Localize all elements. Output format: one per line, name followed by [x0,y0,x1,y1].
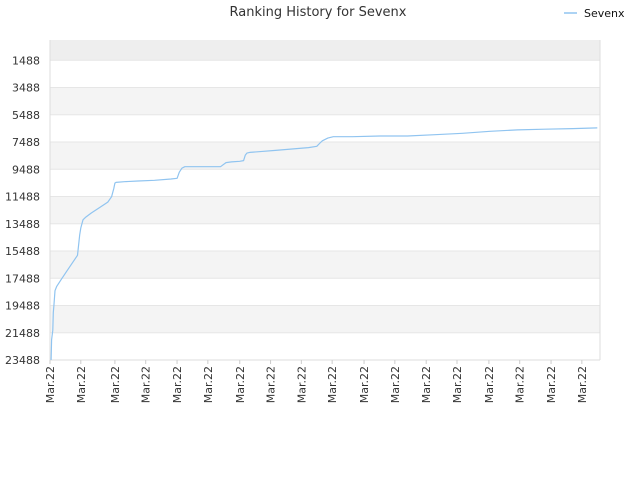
plot-band-7 [50,223,600,252]
plot-band-2 [50,87,600,115]
x-tick-label-1: Mar.22 [75,366,88,403]
y-tick-label-11: 23488 [5,354,40,367]
x-tick-label-3: Mar.22 [140,366,153,403]
x-tick-label-10: Mar.22 [358,366,371,403]
plot-band-0 [50,40,600,61]
chart-title: Ranking History for Sevenx [230,5,407,20]
y-tick-label-2: 5488 [12,109,40,122]
x-tick-label-0: Mar.22 [44,366,57,403]
x-tick-label-8: Mar.22 [295,366,308,403]
plot-band-9 [50,278,600,306]
x-tick-label-7: Mar.22 [265,366,278,403]
x-tick-label-2: Mar.22 [109,366,122,403]
y-tick-label-0: 1488 [12,54,40,67]
y-tick-label-6: 13488 [5,218,40,231]
x-tick-label-13: Mar.22 [451,366,464,403]
axes [49,40,601,361]
plot-band-1 [50,60,600,88]
plot-band-8 [50,251,600,279]
x-tick-label-4: Mar.22 [171,366,184,403]
series-line-0 [50,127,598,361]
plot-band-4 [50,142,600,170]
y-tick-label-7: 15488 [5,245,40,258]
x-tick-label-12: Mar.22 [420,366,433,403]
plot-band-5 [50,169,600,197]
y-tick-label-9: 19488 [5,300,40,313]
y-tick-label-3: 7488 [12,136,40,149]
series-layer [50,127,598,361]
x-tick-label-5: Mar.22 [202,366,215,403]
x-tick-label-6: Mar.22 [234,366,247,403]
x-tick-label-17: Mar.22 [576,366,589,403]
legend-label-sevenx: Sevenx [584,7,625,20]
x-tick-label-11: Mar.22 [389,366,402,403]
y-tick-label-4: 9488 [12,163,40,176]
plot-band-6 [50,196,600,224]
y-tick-label-5: 11488 [5,191,40,204]
plot-bands [50,40,600,360]
x-tick-label-15: Mar.22 [514,366,527,403]
x-tick-label-9: Mar.22 [326,366,339,403]
x-axis-ticks: Mar.22 Mar.22 Mar.22 Mar.22 Mar.22 Mar.22 Mar.… [44,366,589,403]
x-tick-label-14: Mar.22 [483,366,496,403]
y-axis-ticks: 1488 3488 5488 7488 9488 11488 13488 15488 17488… [5,54,583,367]
legend[interactable]: Sevenx [564,7,625,20]
plot-band-11 [50,332,600,360]
plot-band-3 [50,114,600,143]
x-tick-label-16: Mar.22 [545,366,558,403]
plot-band-10 [50,305,600,333]
y-tick-label-8: 17488 [5,272,40,285]
y-tick-label-10: 21488 [5,327,40,340]
y-tick-label-1: 3488 [12,82,40,95]
